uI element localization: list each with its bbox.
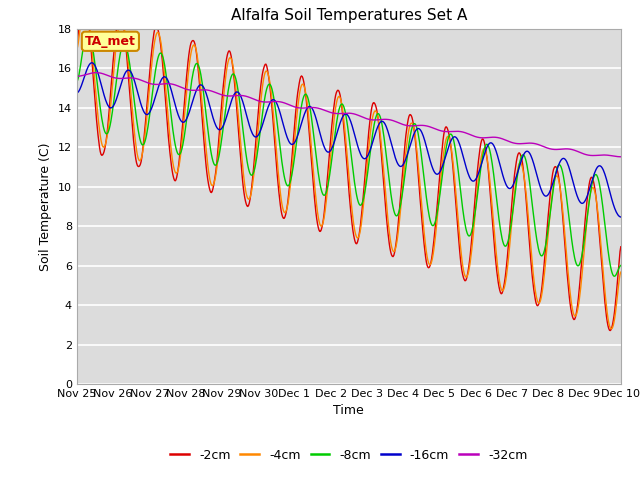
-8cm [140,142,147,147]
Y-axis label: Soil Temperature (C): Soil Temperature (C) [39,142,52,271]
-32cm [73,73,81,79]
-4cm [140,144,147,150]
X-axis label: Time: Time [333,405,364,418]
-16cm [416,126,424,132]
-2cm [617,244,625,250]
-16cm [88,60,96,66]
-8cm [195,63,202,69]
-32cm [83,72,90,77]
Title: Alfalfa Soil Temperatures Set A: Alfalfa Soil Temperatures Set A [230,9,467,24]
-4cm [195,64,202,70]
-8cm [73,79,81,84]
-8cm [84,30,92,36]
-32cm [617,154,625,160]
-8cm [431,218,439,224]
-4cm [607,326,615,332]
-16cm [195,84,202,89]
Line: -8cm: -8cm [77,33,621,276]
Legend: -2cm, -4cm, -8cm, -16cm, -32cm: -2cm, -4cm, -8cm, -16cm, -32cm [165,444,532,467]
-8cm [416,139,424,145]
-2cm [81,0,88,4]
Line: -2cm: -2cm [77,1,621,331]
-4cm [223,62,231,68]
-4cm [81,2,89,8]
-16cm [431,170,439,176]
-4cm [84,9,92,14]
-16cm [83,67,90,73]
-32cm [140,78,147,84]
-2cm [431,223,439,228]
-16cm [140,108,147,114]
-32cm [223,93,231,99]
-16cm [223,111,231,117]
-8cm [617,263,625,268]
-4cm [73,47,81,52]
-4cm [617,269,625,275]
-8cm [223,93,231,99]
Line: -32cm: -32cm [77,72,621,157]
Line: -4cm: -4cm [77,5,621,329]
Line: -16cm: -16cm [77,63,621,217]
-2cm [223,52,231,58]
Text: TA_met: TA_met [85,35,136,48]
-2cm [140,141,147,147]
-2cm [73,41,81,47]
-2cm [84,11,92,16]
-32cm [416,122,424,128]
-32cm [93,70,100,75]
-2cm [195,71,202,77]
-8cm [83,31,90,37]
-16cm [73,90,81,96]
-2cm [416,189,424,195]
-4cm [431,233,439,239]
-8cm [611,273,619,279]
-16cm [617,214,625,220]
-32cm [431,126,439,132]
-32cm [195,87,202,93]
-4cm [416,177,424,183]
-2cm [606,328,614,334]
